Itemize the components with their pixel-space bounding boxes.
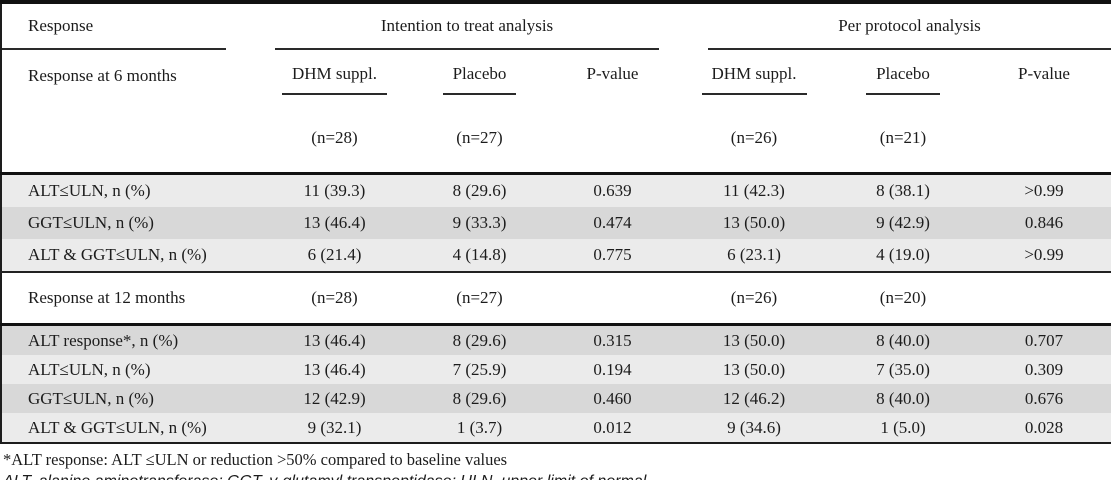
cell-itt-dhm: 13 (46.4) (303, 330, 366, 350)
table-row: ALT≤ULN, n (%) 13 (46.4) 7 (25.9) 0.194 … (1, 355, 1111, 384)
cell-itt-dhm: 11 (39.3) (303, 181, 366, 200)
cell-itt-pvalue: 0.639 (593, 181, 632, 200)
cell-pp-pvalue: >0.99 (1024, 245, 1064, 264)
cell-itt-placebo: 8 (29.6) (452, 330, 507, 350)
results-table: Response Intention to treat analysis Per… (0, 0, 1111, 444)
header-row-arms: Response at 6 months DHM suppl. Placebo … (1, 50, 1111, 121)
header-group-itt-cell: Intention to treat analysis (256, 2, 679, 50)
header-pp-placebo-cell: Placebo (829, 50, 977, 121)
cell-pp-pvalue: >0.99 (1024, 181, 1064, 200)
row-label: ALT & GGT≤ULN, n (%) (28, 417, 207, 437)
header-pp-dhm-cell: DHM suppl. (679, 50, 829, 121)
count-pp-dhm-6m: (n=26) (730, 128, 778, 147)
cell-pp-dhm: 13 (50.0) (722, 330, 786, 350)
row-label: ALT≤ULN, n (%) (28, 359, 151, 379)
header-itt-dhm-label: DHM suppl. (281, 64, 387, 95)
cell-pp-placebo: 8 (38.1) (876, 181, 930, 200)
header-row-counts-6m: (n=28) (n=27) (n=26) (n=21) (1, 121, 1111, 174)
table-row: GGT≤ULN, n (%) 13 (46.4) 9 (33.3) 0.474 … (1, 207, 1111, 239)
header-row-groups: Response Intention to treat analysis Per… (1, 2, 1111, 50)
count-pp-placebo-12m: (n=20) (879, 288, 927, 307)
cell-pp-dhm: 6 (23.1) (727, 245, 781, 264)
count-itt-placebo-12m: (n=27) (456, 288, 503, 307)
cell-pp-placebo: 7 (35.0) (876, 359, 930, 379)
cell-itt-placebo: 9 (33.3) (452, 213, 507, 232)
cell-pp-placebo: 1 (5.0) (880, 417, 926, 437)
cell-itt-dhm: 6 (21.4) (307, 245, 362, 264)
subheader-12months-label: Response at 12 months (28, 288, 186, 307)
header-itt-dhm-cell: DHM suppl. (256, 50, 413, 121)
header-pp-placebo-label: Placebo (866, 64, 940, 95)
cell-pp-placebo: 4 (19.0) (876, 245, 930, 264)
cell-itt-placebo: 7 (25.9) (452, 359, 507, 379)
header-group-pp-label: Per protocol analysis (708, 4, 1111, 50)
section-row-12months: Response at 12 months (n=28) (n=27) (n=2… (1, 272, 1111, 325)
count-pp-dhm-12m: (n=26) (730, 288, 778, 307)
cell-pp-placebo: 8 (40.0) (876, 330, 930, 350)
header-group-itt-label: Intention to treat analysis (275, 4, 660, 50)
header-itt-placebo-label: Placebo (442, 64, 517, 95)
cell-pp-placebo: 8 (40.0) (876, 388, 930, 408)
row-label: ALT response*, n (%) (28, 330, 179, 350)
header-pp-pvalue-cell: P-value (977, 50, 1111, 121)
footnote-alt-response: *ALT response: ALT ≤ULN or reduction >50… (3, 450, 508, 469)
cell-pp-pvalue: 0.309 (1024, 359, 1064, 379)
table-row: ALT response*, n (%) 13 (46.4) 8 (29.6) … (1, 324, 1111, 355)
row-label: ALT≤ULN, n (%) (28, 181, 151, 200)
cell-pp-pvalue: 0.846 (1024, 213, 1064, 232)
cell-pp-pvalue: 0.707 (1024, 330, 1064, 350)
footnote-abbreviations: ALT, alanine aminotransferase; GGT, γ-gl… (3, 473, 1111, 480)
cell-itt-dhm: 12 (42.9) (303, 388, 366, 408)
cell-itt-pvalue: 0.012 (593, 417, 632, 437)
cell-pp-placebo: 9 (42.9) (876, 213, 930, 232)
cell-pp-dhm: 13 (50.0) (722, 213, 786, 232)
cell-itt-pvalue: 0.775 (593, 245, 632, 264)
cell-pp-dhm: 12 (46.2) (722, 388, 786, 408)
count-itt-dhm-12m: (n=28) (311, 288, 358, 307)
cell-itt-placebo: 8 (29.6) (452, 388, 507, 408)
cell-itt-dhm: 13 (46.4) (303, 213, 366, 232)
cell-itt-pvalue: 0.460 (593, 388, 632, 408)
header-pp-pvalue-label: P-value (1018, 64, 1070, 83)
cell-itt-pvalue: 0.315 (593, 330, 632, 350)
cell-itt-placebo: 8 (29.6) (452, 181, 507, 200)
subheader-6months-label: Response at 6 months (28, 66, 177, 85)
table-row: ALT & GGT≤ULN, n (%) 6 (21.4) 4 (14.8) 0… (1, 239, 1111, 272)
row-label: GGT≤ULN, n (%) (28, 213, 154, 232)
header-pp-dhm-label: DHM suppl. (701, 64, 807, 95)
table-row: ALT≤ULN, n (%) 11 (39.3) 8 (29.6) 0.639 … (1, 173, 1111, 207)
cell-itt-pvalue: 0.474 (593, 213, 632, 232)
header-group-pp-cell: Per protocol analysis (679, 2, 1111, 50)
header-response-label: Response (2, 4, 226, 50)
table-footnotes: *ALT response: ALT ≤ULN or reduction >50… (0, 444, 1111, 480)
cell-pp-dhm: 11 (42.3) (723, 181, 785, 200)
header-response-cell: Response (1, 2, 256, 50)
cell-itt-dhm: 9 (32.1) (307, 417, 362, 437)
table-row: GGT≤ULN, n (%) 12 (42.9) 8 (29.6) 0.460 … (1, 384, 1111, 413)
table-row: ALT & GGT≤ULN, n (%) 9 (32.1) 1 (3.7) 0.… (1, 413, 1111, 443)
count-itt-dhm-6m: (n=28) (311, 128, 358, 147)
header-itt-pvalue-label: P-value (586, 64, 639, 83)
cell-pp-dhm: 13 (50.0) (722, 359, 786, 379)
cell-itt-dhm: 13 (46.4) (303, 359, 366, 379)
cell-itt-pvalue: 0.194 (593, 359, 632, 379)
cell-itt-placebo: 4 (14.8) (452, 245, 507, 264)
count-pp-placebo-6m: (n=21) (879, 128, 927, 147)
cell-pp-dhm: 9 (34.6) (727, 417, 781, 437)
row-label: GGT≤ULN, n (%) (28, 388, 154, 408)
cell-pp-pvalue: 0.676 (1024, 388, 1064, 408)
cell-pp-pvalue: 0.028 (1024, 417, 1064, 437)
cell-itt-placebo: 1 (3.7) (456, 417, 503, 437)
row-label: ALT & GGT≤ULN, n (%) (28, 245, 207, 264)
header-itt-pvalue-cell: P-value (546, 50, 679, 121)
header-itt-placebo-cell: Placebo (413, 50, 546, 121)
count-itt-placebo-6m: (n=27) (456, 128, 503, 147)
